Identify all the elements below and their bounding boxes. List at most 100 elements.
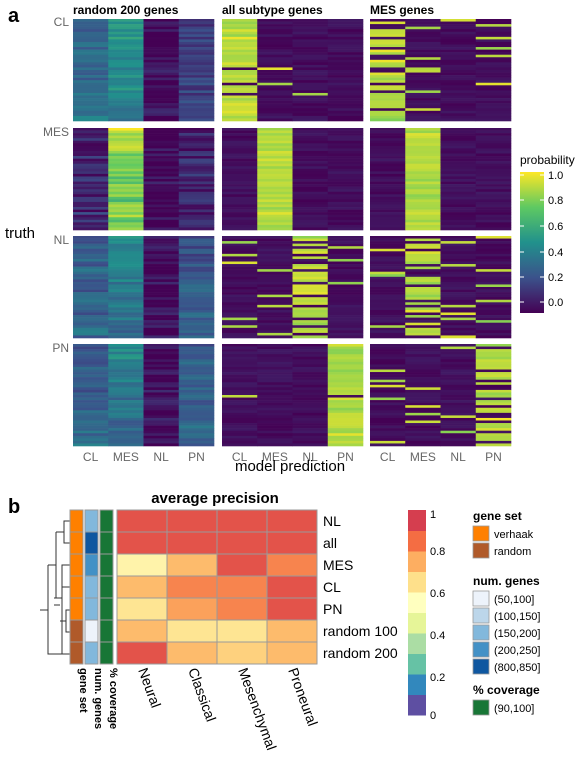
heatmap-cell — [327, 387, 364, 391]
heatmap-cell — [440, 372, 477, 375]
heatmap-cell — [440, 158, 477, 162]
heatmap-cell — [370, 392, 406, 396]
heatmap-cell — [73, 320, 109, 323]
heatmap-cell — [292, 31, 329, 35]
heatmap-cell — [440, 349, 477, 352]
heatmap-cell — [475, 207, 512, 210]
x-tick-label: MES — [113, 450, 139, 464]
precision-cell — [216, 553, 268, 577]
heatmap-cell — [405, 21, 441, 25]
heatmap-cell — [292, 433, 329, 437]
legend-swatch — [472, 607, 490, 624]
heatmap-cell — [475, 113, 512, 117]
heatmap-cell — [370, 415, 406, 419]
heatmap-cell — [73, 150, 109, 154]
heatmap-cell — [440, 100, 477, 104]
heatmap-cell — [73, 140, 109, 144]
heatmap-cell — [257, 80, 293, 84]
heatmap-cell — [440, 344, 477, 347]
heatmap-cell — [73, 138, 109, 142]
heatmap-cell — [292, 387, 329, 391]
heatmap-cell — [475, 171, 512, 175]
heatmap-cell — [370, 41, 406, 45]
heatmap-cell — [440, 115, 477, 119]
heatmap-cell — [143, 196, 180, 200]
heatmap-cell — [108, 287, 144, 290]
heatmap-cell — [405, 241, 441, 244]
heatmap-cell — [143, 90, 180, 94]
heatmap-cell — [257, 199, 293, 203]
heatmap-cell — [327, 29, 364, 33]
heatmap-cell — [370, 54, 406, 58]
heatmap-cell — [370, 64, 406, 68]
heatmap-cell — [257, 382, 293, 386]
heatmap-cell — [405, 405, 441, 409]
heatmap-cell — [257, 320, 293, 323]
heatmap-cell — [405, 317, 441, 321]
heatmap-cell — [178, 435, 215, 439]
heatmap-cell — [257, 364, 293, 368]
heatmap-cell — [222, 279, 258, 283]
heatmap-cell — [405, 397, 441, 401]
heatmap-cell — [370, 289, 406, 293]
heatmap-cell — [370, 443, 406, 447]
heatmap-cell — [257, 110, 293, 114]
heatmap-cell — [108, 417, 144, 421]
heatmap-cell — [73, 19, 109, 22]
heatmap-cell — [327, 168, 364, 172]
heatmap-cell — [475, 214, 512, 218]
heatmap-cell — [108, 98, 144, 101]
heatmap-cell — [178, 307, 215, 311]
heatmap-cell — [405, 59, 441, 63]
heatmap-cell — [405, 207, 441, 210]
heatmap-cell — [73, 21, 109, 25]
heatmap-cell — [178, 34, 215, 38]
heatmap-cell — [143, 440, 180, 444]
heatmap-cell — [327, 92, 364, 96]
heatmap-cell — [405, 128, 441, 131]
heatmap-cell — [73, 39, 109, 43]
heatmap-cell — [327, 377, 364, 380]
heatmap-cell — [73, 327, 109, 331]
heatmap-cell — [327, 67, 364, 71]
heatmap-cell — [108, 133, 144, 136]
heatmap-cell — [108, 24, 144, 27]
heatmap-cell — [178, 36, 215, 40]
heatmap-cell — [405, 176, 441, 180]
heatmap-cell — [292, 258, 329, 262]
heatmap-cell — [327, 251, 364, 255]
heatmap-cell — [370, 266, 406, 270]
heatmap-cell — [475, 75, 512, 78]
heatmap-cell — [405, 433, 441, 437]
heatmap-cell — [475, 168, 512, 172]
heatmap-cell — [475, 135, 512, 139]
heatmap-cell — [222, 133, 258, 136]
heatmap-cell — [143, 26, 180, 30]
heatmap-cell — [440, 417, 477, 421]
heatmap-cell — [370, 369, 406, 373]
heatmap-cell — [73, 80, 109, 84]
heatmap-cell — [108, 186, 144, 190]
heatmap-cell — [108, 80, 144, 84]
heatmap-panel-2 — [370, 19, 512, 447]
heatmap-cell — [222, 438, 258, 442]
heatmap-cell — [440, 34, 477, 38]
heatmap-cell — [73, 41, 109, 45]
heatmap-cell — [143, 67, 180, 71]
heatmap-cell — [178, 98, 215, 101]
heatmap-cell — [440, 317, 477, 321]
heatmap-cell — [370, 100, 406, 104]
heatmap-cell — [475, 415, 512, 419]
heatmap-cell — [178, 135, 215, 139]
heatmap-cell — [178, 351, 215, 355]
heatmap-cell — [73, 108, 109, 112]
heatmap-cell — [108, 292, 144, 295]
heatmap-cell — [370, 31, 406, 35]
heatmap-cell — [370, 98, 406, 101]
heatmap-cell — [108, 189, 144, 193]
heatmap-cell — [405, 90, 441, 94]
heatmap-cell — [73, 181, 109, 185]
heatmap-cell — [475, 227, 512, 231]
heatmap-cell — [178, 332, 215, 336]
heatmap-cell — [370, 115, 406, 119]
